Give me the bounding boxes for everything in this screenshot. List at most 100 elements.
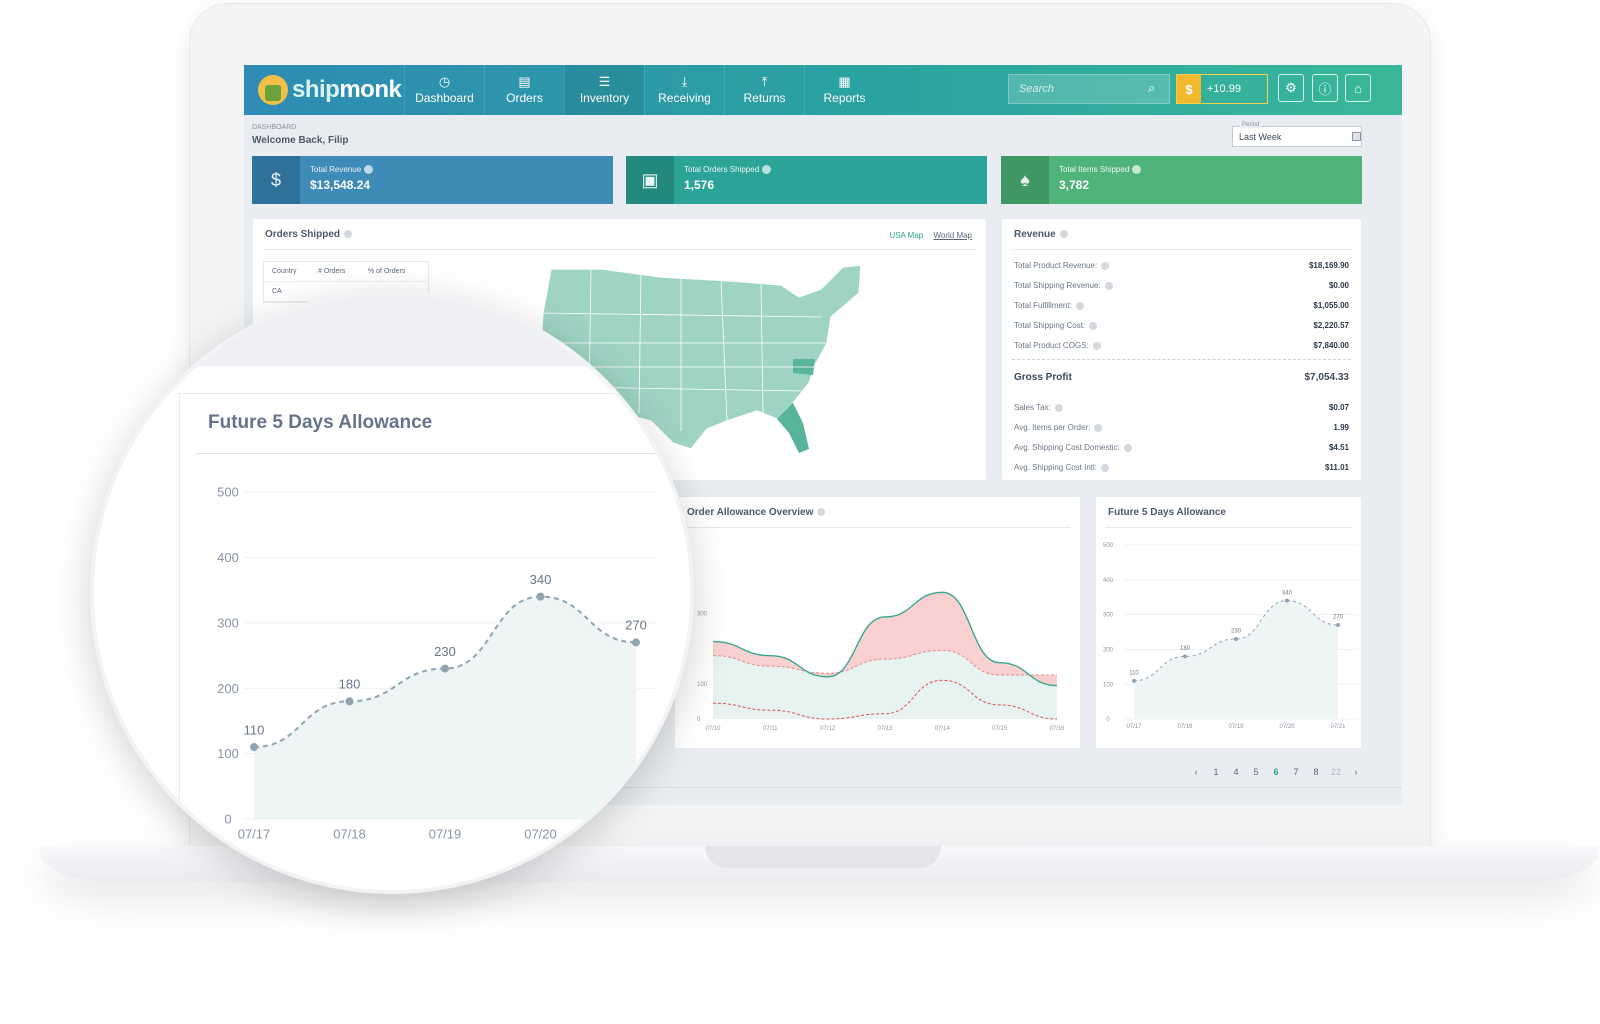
revenue-label-text: Total Shipping Revenue: [1014, 281, 1101, 290]
stat-card[interactable]: ▣ Total Orders Shipped 1,576 [626, 156, 987, 204]
revenue-label: Total Shipping Revenue: [1014, 281, 1113, 290]
nav-item-dashboard[interactable]: ◷ Dashboard [404, 65, 484, 115]
x-tick-label: 07/19 [1228, 724, 1244, 730]
page-link[interactable]: 7 [1293, 767, 1299, 777]
col-country[interactable]: Country [272, 268, 297, 275]
info-icon [1075, 301, 1084, 310]
clock-icon: ◷ [438, 74, 451, 89]
data-point [1234, 636, 1238, 641]
info-icon[interactable]: ⓘ [1312, 74, 1338, 102]
col-orders[interactable]: # Orders [318, 268, 346, 275]
calendar-icon[interactable] [1352, 132, 1361, 141]
credit-balance[interactable]: $ +10.99 [1176, 74, 1268, 104]
revenue-label: Total Product COGS: [1014, 341, 1101, 350]
series-line [253, 595, 637, 749]
y-tick-label: 0 [1106, 717, 1110, 723]
page-link[interactable]: 22 [1330, 767, 1341, 777]
stat-label: Total Orders Shipped [684, 165, 772, 175]
divider [263, 249, 976, 250]
y-tick-label: 500 [217, 485, 239, 500]
revenue-label: Sales Tax: [1014, 403, 1063, 412]
revenue-label-text: Sales Tax: [1014, 403, 1051, 412]
divider [244, 787, 1402, 788]
shirt-icon: ♠ [1001, 156, 1049, 204]
revenue-label-text: Avg. Shipping Cost Domestic: [1014, 443, 1120, 452]
search-input[interactable]: Search [1008, 74, 1170, 104]
gross-profit-label: Gross Profit [1014, 372, 1072, 383]
info-icon [1132, 165, 1142, 175]
order-allowance-panel: Order Allowance Overview 0 100 300 07/10 07/… [675, 497, 1080, 748]
nav-item-inventory[interactable]: ☰ Inventory [564, 65, 644, 115]
magnified-background [94, 294, 690, 366]
series-line [712, 649, 1057, 676]
x-tick-label: 07/18 [1177, 724, 1193, 730]
revenue-label: Total Product Revenue: [1014, 261, 1110, 270]
pagination: ‹ 1 4 5 6 7 8 22 › [1186, 767, 1366, 777]
x-tick-label: 07/20 [524, 827, 557, 842]
report-icon: ▦ [838, 74, 851, 89]
divider [1012, 359, 1351, 360]
page-link[interactable]: 8 [1313, 767, 1319, 777]
dashboard-screen: shipmonk ◷ Dashboard ▤ Orders ☰ Inventory ⤓ Rec… [244, 65, 1402, 805]
revenue-label-text: Total Product COGS: [1014, 341, 1089, 350]
info-icon [1101, 463, 1110, 472]
area-fill [1134, 600, 1338, 719]
revenue-value: $18,169.90 [1308, 261, 1349, 270]
data-point [250, 743, 258, 752]
next-page-icon[interactable]: › [1354, 767, 1358, 777]
info-icon [344, 230, 353, 239]
stat-label: Total Revenue [310, 165, 374, 175]
stat-value: 3,782 [1059, 178, 1090, 193]
revenue-row: Total Product Revenue: $18,169.90 [1014, 261, 1349, 270]
top-navigation-bar: shipmonk ◷ Dashboard ▤ Orders ☰ Inventory ⤓ Rec… [244, 65, 1402, 115]
info-icon [1101, 261, 1110, 270]
revenue-value: $4.51 [1328, 443, 1349, 452]
nav-label: Returns [743, 91, 786, 105]
panel-title: Future 5 Days Allowance [1108, 507, 1226, 518]
usa-map-link[interactable]: USA Map [889, 231, 924, 240]
order-allowance-chart[interactable]: 0 100 300 07/10 07/11 07/12 07/13 07/14 07/15 07/… [675, 531, 1080, 741]
prev-page-icon[interactable]: ‹ [1194, 767, 1198, 777]
page-link[interactable]: 5 [1253, 767, 1259, 777]
info-icon [1104, 281, 1113, 290]
gear-icon[interactable]: ⚙ [1278, 74, 1304, 102]
lock-icon[interactable]: ⌂ [1345, 74, 1371, 102]
brand-name: shipmonk [292, 76, 402, 104]
nav-item-receiving[interactable]: ⤓ Receiving [644, 65, 724, 115]
nav-item-reports[interactable]: ▦ Reports [804, 65, 884, 115]
shipmonk-logo[interactable]: shipmonk [258, 73, 402, 107]
info-icon [762, 165, 772, 175]
data-point [441, 664, 449, 673]
page-link[interactable]: 1 [1213, 767, 1219, 777]
stat-card[interactable]: ♠ Total Items Shipped 3,782 [1001, 156, 1362, 204]
data-point [536, 592, 545, 601]
y-tick-label: 100 [1103, 682, 1114, 688]
nav-item-orders[interactable]: ▤ Orders [484, 65, 564, 115]
future-allowance-chart[interactable]: 0 100 200 300 400 500 110 180 230 340 270 07/17 07/1… [1096, 531, 1361, 741]
revenue-title: Revenue [1014, 229, 1056, 240]
world-map-link[interactable]: World Map [933, 231, 972, 240]
breadcrumb: DASHBOARD [252, 124, 297, 131]
revenue-value: $2,220.57 [1313, 321, 1349, 330]
magnified-future-chart: 0 100 200 300 400 500 110 180 230 340 270 07/17 07/1… [217, 485, 656, 842]
divider [1106, 527, 1351, 528]
col-percent[interactable]: % of Orders [368, 268, 406, 275]
page-link[interactable]: 6 [1273, 767, 1279, 777]
nav-item-returns[interactable]: ⤒ Returns [724, 65, 804, 115]
stat-card[interactable]: $ Total Revenue $13,548.24 [252, 156, 613, 204]
map-toggle: USA Map World Map [881, 231, 972, 240]
table-header-row: Country # Orders % of Orders [264, 262, 428, 282]
brand-name-part2: monk [339, 76, 402, 103]
series-line [712, 679, 1058, 720]
y-tick-label: 300 [217, 615, 239, 630]
x-tick-label: 07/13 [877, 726, 893, 732]
stat-body: Total Items Shipped 3,782 [1049, 156, 1151, 204]
info-icon [1123, 443, 1132, 452]
revenue-value: $11.01 [1324, 463, 1349, 472]
search-icon[interactable]: ⌕ [1148, 80, 1156, 95]
data-point [1285, 598, 1289, 603]
info-icon [1054, 403, 1063, 412]
page-link[interactable]: 4 [1233, 767, 1239, 777]
period-select[interactable]: Last Week [1232, 126, 1362, 147]
